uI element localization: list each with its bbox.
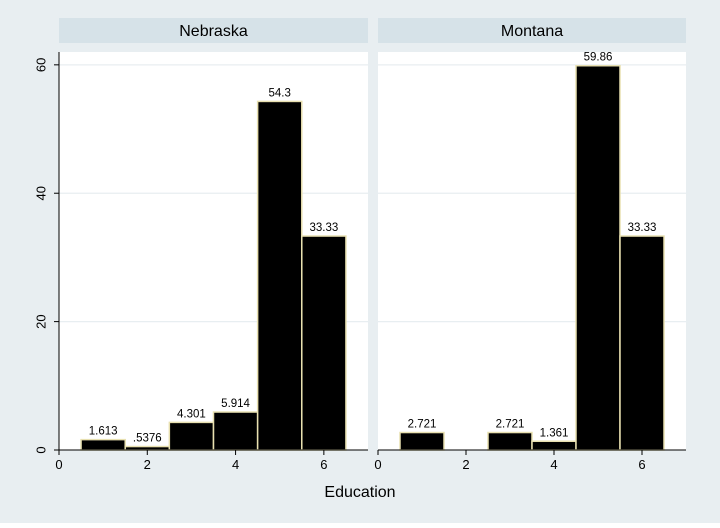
bar-value-label: 54.3 — [269, 87, 291, 99]
x-tick-label: 6 — [320, 457, 327, 472]
histogram-bar — [301, 235, 347, 451]
bar-value-label: 1.613 — [89, 426, 118, 438]
histogram-bar — [80, 438, 126, 451]
x-axis-title: Education — [324, 484, 395, 501]
histogram-bar — [487, 431, 533, 451]
bar-value-label: 59.86 — [584, 52, 613, 64]
bar-value-label: .5376 — [133, 433, 162, 445]
y-tick-label: 40 — [34, 186, 49, 200]
x-tick-label: 0 — [374, 457, 381, 472]
panel-header-0 — [59, 18, 368, 43]
x-tick-label: 2 — [144, 457, 151, 472]
x-tick-label: 4 — [232, 457, 239, 472]
bar-value-label: 5.914 — [221, 398, 250, 410]
bar-value-label: 1.361 — [540, 427, 569, 439]
x-tick-label: 6 — [638, 457, 645, 472]
histogram-bar — [575, 64, 621, 451]
x-tick-label: 4 — [550, 457, 557, 472]
bar-value-label: 4.301 — [177, 408, 206, 420]
x-tick-label: 2 — [462, 457, 469, 472]
histogram-bar — [212, 411, 259, 451]
panel-header-1 — [378, 18, 686, 43]
bar-value-label: 33.33 — [628, 222, 657, 234]
histogram-bar — [168, 421, 215, 451]
x-tick-label: 0 — [55, 457, 62, 472]
y-tick-label: 0 — [34, 446, 49, 453]
bar-value-label: 2.721 — [496, 419, 525, 431]
histogram-bar — [256, 100, 303, 451]
panel-title: Montana — [501, 23, 563, 40]
histogram-bar — [399, 431, 445, 451]
bar-value-label: 33.33 — [309, 222, 338, 234]
bar-value-label: 2.721 — [408, 419, 437, 431]
y-tick-label: 60 — [34, 58, 49, 72]
histogram-bar — [124, 445, 171, 451]
histogram-bar — [619, 235, 665, 451]
panel-title: Nebraska — [179, 23, 248, 40]
histogram-bar — [531, 440, 577, 451]
y-tick-label: 20 — [34, 314, 49, 328]
